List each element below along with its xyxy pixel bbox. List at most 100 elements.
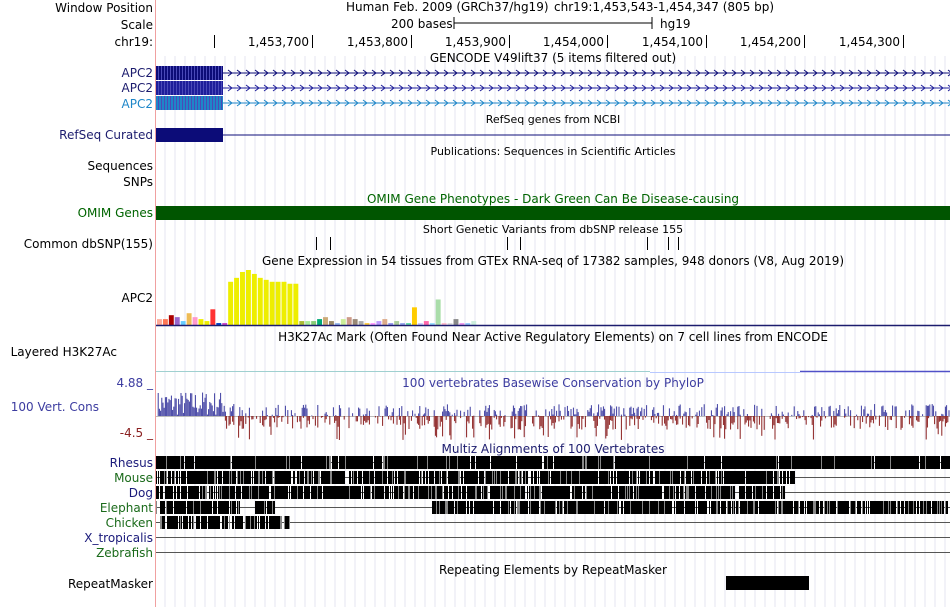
mouse-block: [458, 471, 459, 484]
dog-block: [495, 486, 496, 499]
publications-title[interactable]: Publications: Sequences in Scientific Ar…: [430, 145, 676, 158]
repeatmasker-title[interactable]: Repeating Elements by RepeatMasker: [439, 563, 667, 577]
elephant-block: [925, 501, 926, 514]
mouse-block: [440, 471, 441, 484]
elephant-block: [546, 501, 547, 514]
strand-arrow: [308, 69, 314, 77]
conservation-label[interactable]: 100 Vert. Cons: [10, 400, 99, 414]
species-label-chicken[interactable]: Chicken: [105, 516, 153, 530]
mouse-block: [515, 471, 516, 484]
dog-block: [668, 486, 669, 499]
elephant-block: [219, 501, 220, 514]
dbsnp-label[interactable]: Common dbSNP(155): [23, 237, 153, 251]
species-label-dog[interactable]: Dog: [128, 486, 153, 500]
rhesus-block: [942, 456, 943, 469]
dog-block: [521, 486, 522, 499]
refseq-title[interactable]: RefSeq genes from NCBI: [485, 113, 621, 126]
mouse-block: [563, 471, 564, 484]
dog-block: [276, 486, 277, 499]
publications-label[interactable]: Sequences: [87, 159, 153, 173]
rhesus-block: [664, 456, 665, 469]
rhesus-block: [895, 456, 896, 469]
rhesus-block: [353, 456, 354, 469]
rhesus-block: [662, 456, 663, 469]
mouse-block: [679, 471, 680, 484]
species-label-x-tropicalis[interactable]: X_tropicalis: [84, 531, 153, 545]
mouse-block: [517, 471, 518, 484]
rhesus-block: [681, 456, 682, 469]
rhesus-block: [777, 456, 778, 469]
gencode-title[interactable]: GENCODE V49lift37 (5 items filtered out): [429, 51, 677, 65]
elephant-block: [257, 501, 258, 514]
mouse-block: [666, 471, 667, 484]
mouse-block: [553, 471, 554, 484]
window-position[interactable]: chr19:1,453,543-1,454,347 (805 bp): [554, 0, 775, 14]
strand-arrow: [803, 99, 809, 107]
species-label-zebrafish[interactable]: Zebrafish: [96, 546, 153, 560]
rhesus-block: [241, 456, 242, 469]
mouse-block: [430, 471, 431, 484]
rhesus-block: [854, 456, 855, 469]
conservation-title[interactable]: 100 vertebrates Basewise Conservation by…: [402, 376, 704, 390]
strand-arrow: [767, 69, 773, 77]
mouse-block: [338, 471, 339, 484]
elephant-block: [801, 501, 802, 514]
mouse-block: [165, 471, 166, 484]
omim-label[interactable]: OMIM Genes: [77, 206, 153, 220]
elephant-block: [709, 501, 710, 514]
mouse-block: [660, 471, 661, 484]
gencode-item-label[interactable]: APC2: [121, 81, 153, 95]
rhesus-block: [641, 456, 642, 469]
elephant-block: [586, 501, 587, 514]
rhesus-block: [187, 456, 188, 469]
rhesus-block: [831, 456, 832, 469]
gencode-item-label[interactable]: APC2: [121, 66, 153, 80]
h3k27ac-label[interactable]: Layered H3K27Ac: [10, 345, 117, 359]
dog-block: [578, 486, 579, 499]
rhesus-block: [640, 456, 641, 469]
rhesus-block: [347, 456, 348, 469]
gencode-item-label[interactable]: APC2: [121, 97, 153, 111]
elephant-block: [455, 501, 456, 514]
dog-block: [404, 486, 405, 499]
dog-block: [689, 486, 690, 499]
dog-block: [772, 486, 773, 499]
elephant-block: [722, 501, 723, 514]
chicken-block: [252, 516, 253, 529]
rhesus-block: [618, 456, 619, 469]
elephant-block: [491, 501, 492, 514]
mouse-block: [785, 471, 786, 484]
omim-title[interactable]: OMIM Gene Phenotypes - Dark Green Can Be…: [366, 192, 740, 206]
mouse-block: [703, 471, 704, 484]
elephant-block: [200, 501, 201, 514]
dbsnp-title[interactable]: Short Genetic Variants from dbSNP releas…: [422, 223, 684, 236]
elephant-block: [744, 501, 745, 514]
mouse-block: [787, 471, 788, 484]
h3k27ac-title[interactable]: H3K27Ac Mark (Often Found Near Active Re…: [278, 330, 828, 344]
gtex-label[interactable]: APC2: [121, 291, 153, 305]
refseq-label[interactable]: RefSeq Curated: [59, 128, 153, 142]
mouse-block: [521, 471, 522, 484]
gtex-title[interactable]: Gene Expression in 54 tissues from GTEx …: [261, 254, 845, 268]
species-label-mouse[interactable]: Mouse: [114, 471, 153, 485]
rhesus-block: [305, 456, 306, 469]
elephant-block: [268, 501, 269, 514]
rhesus-block: [217, 456, 218, 469]
rhesus-block: [602, 456, 603, 469]
multiz-title[interactable]: Multiz Alignments of 100 Vertebrates: [441, 442, 665, 456]
rhesus-block: [477, 456, 478, 469]
mouse-block: [591, 471, 592, 484]
species-label-rhesus[interactable]: Rhesus: [109, 456, 153, 470]
rhesus-block: [295, 456, 296, 469]
repeatmasker-label[interactable]: RepeatMasker: [67, 577, 153, 591]
dog-block: [401, 486, 402, 499]
rhesus-block: [535, 456, 536, 469]
mouse-block: [300, 471, 301, 484]
rhesus-block: [443, 456, 444, 469]
dog-block: [194, 486, 195, 499]
elephant-block: [769, 501, 770, 514]
species-label-elephant[interactable]: Elephant: [99, 501, 153, 515]
rhesus-block: [617, 456, 618, 469]
snps-label[interactable]: SNPs: [123, 175, 153, 189]
